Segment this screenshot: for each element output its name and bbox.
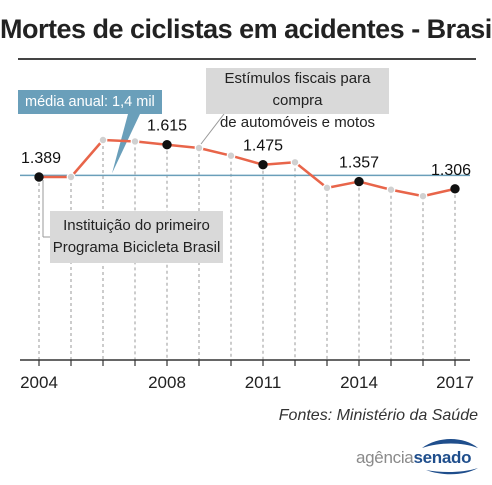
- data-label-2014: 1.357: [339, 155, 379, 172]
- data-point-2014: [354, 176, 364, 187]
- x-tick-label-2011: 2011: [245, 373, 282, 392]
- x-tick-label-2008: 2008: [148, 373, 186, 392]
- mean-label-pointer: [112, 114, 140, 174]
- data-point-2004: [34, 172, 44, 182]
- data-point-2017: [450, 184, 460, 194]
- data-point-2016: [418, 191, 428, 201]
- series-line: [39, 138, 456, 198]
- data-points: [34, 135, 460, 201]
- data-label-2017: 1.306: [431, 162, 471, 179]
- data-label-2008: 1.615: [147, 118, 187, 135]
- data-label-2004: 1.389: [21, 150, 61, 167]
- fiscal-callout-line-2: de automóveis e motos: [219, 114, 376, 131]
- data-point-2008: [162, 140, 172, 150]
- fiscal-callout-line-1: Estímulos fiscais para compra: [224, 70, 371, 109]
- series-line-group: [39, 138, 456, 198]
- logo-swoosh-icon: [422, 439, 478, 475]
- chart-title: Mortes de ciclistas em acidentes - Brasi…: [0, 14, 492, 44]
- program-callout-line-2: Programa Bicicleta Brasil: [52, 239, 221, 256]
- program-callout-line-1: Instituição do primeiro: [63, 217, 210, 234]
- logo-wordmark: agênciasenado: [356, 448, 472, 467]
- data-point-2006: [98, 135, 108, 145]
- agencia-senado-logo: agênciasenado: [356, 438, 480, 476]
- data-point-2013: [322, 183, 332, 193]
- data-point-2015: [386, 185, 396, 195]
- data-point-2012: [290, 157, 300, 167]
- title-divider: [18, 58, 476, 60]
- annotation-leaders: [42, 113, 225, 238]
- source-note: Fontes: Ministério da Saúde: [278, 407, 478, 424]
- data-point-2007: [130, 137, 140, 146]
- bike-program-callout: Instituição do primeiro Programa Bicicle…: [50, 211, 223, 263]
- data-point-2010: [226, 151, 236, 161]
- x-tick-label-2014: 2014: [340, 373, 378, 392]
- data-label-2011: 1.475: [243, 138, 283, 155]
- data-labels: 1.389 1.615 1.475 1.357 1.306: [21, 118, 471, 179]
- x-axis: [20, 359, 470, 366]
- data-point-2011: [258, 160, 268, 170]
- x-tick-label-2004: 2004: [20, 373, 58, 392]
- fiscal-stimulus-callout: Estímulos fiscais para compra de automóv…: [206, 68, 389, 131]
- x-tick-label-2017: 2017: [436, 373, 474, 392]
- fiscal-callout-leader: [200, 113, 225, 145]
- mean-line-label: média anual: 1,4 mil: [18, 90, 162, 114]
- data-point-2009: [194, 143, 204, 153]
- data-point-2005: [66, 172, 76, 182]
- x-tick-labels: 2004 2008 2011 2014 2017: [20, 373, 474, 392]
